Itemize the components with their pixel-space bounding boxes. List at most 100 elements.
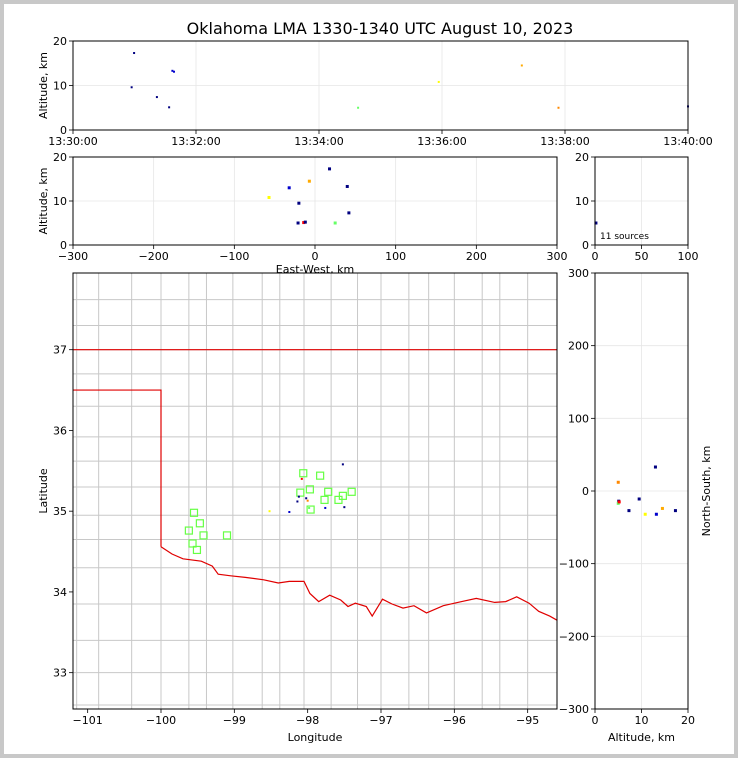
plan-view-xtick-label: −96 [443, 714, 466, 727]
lma-station-marker [188, 539, 197, 548]
north-south-ytick-label: 300 [568, 267, 589, 280]
east-west-xtick-label: 100 [385, 250, 406, 263]
north-south-ytick-label: −300 [559, 703, 589, 716]
plan-view-panel-frame [72, 272, 558, 710]
histogram-panel-frame [594, 156, 689, 246]
plan-view-source [306, 499, 309, 502]
time-height-source [557, 106, 560, 109]
north-south-xtick-label: 20 [681, 714, 695, 727]
east-west-xtick-label: −300 [58, 250, 88, 263]
histogram-ytick-label: 10 [575, 195, 589, 208]
time-height-xtick-label: 13:38:00 [540, 135, 589, 148]
state-border-panhandle [73, 389, 162, 547]
north-south-ytick-label: −100 [559, 558, 589, 571]
plan-view-ytick-label: 35 [53, 505, 67, 518]
north-south-xlabel: Altitude, km [608, 731, 675, 744]
histogram-ytick-label: 20 [575, 151, 589, 164]
east-west-source [328, 167, 332, 171]
histogram-xtick-label: 0 [592, 250, 599, 263]
north-south-ylabel: North-South, km [700, 446, 713, 537]
east-west-xtick-label: 0 [312, 250, 319, 263]
east-west-source [297, 201, 301, 205]
time-height-source [357, 106, 360, 109]
plan-view-source [343, 506, 346, 509]
time-height-xtick-label: 13:36:00 [417, 135, 466, 148]
lma-station-marker [347, 487, 356, 496]
east-west-source [345, 184, 349, 188]
north-south-source [654, 512, 658, 516]
north-south-ytick-label: 200 [568, 340, 589, 353]
figure-frame: Oklahoma LMA 1330-1340 UTC August 10, 20… [4, 4, 734, 754]
plan-view-source [288, 510, 291, 513]
north-south-source [617, 500, 621, 504]
time-height-source [173, 70, 176, 73]
time-height-xtick-label: 13:34:00 [294, 135, 343, 148]
histogram-xtick-label: 100 [678, 250, 699, 263]
plan-view-ytick-label: 34 [53, 586, 67, 599]
plan-view-ylabel: Latitude [37, 468, 50, 514]
time-height-ytick-label: 0 [60, 124, 67, 137]
plan-view-xtick-label: −100 [146, 714, 176, 727]
time-height-source [133, 52, 136, 55]
north-south-ytick-label: −200 [559, 630, 589, 643]
plan-view-ytick-label: 36 [53, 424, 67, 437]
figure-title: Oklahoma LMA 1330-1340 UTC August 10, 20… [187, 19, 574, 38]
time-height-ytick-label: 20 [53, 35, 67, 48]
plan-view-source [268, 510, 271, 513]
time-height-panel-frame [72, 40, 689, 131]
time-height-xtick-label: 13:30:00 [48, 135, 97, 148]
east-west-source [296, 221, 300, 225]
north-south-ytick-label: 100 [568, 412, 589, 425]
plan-view-xtick-label: −99 [223, 714, 246, 727]
east-west-xtick-label: −200 [139, 250, 169, 263]
time-height-xtick-label: 13:32:00 [171, 135, 220, 148]
lma-station-marker [338, 491, 347, 500]
north-south-source [637, 497, 641, 501]
east-west-xtick-label: −100 [219, 250, 249, 263]
time-height-ylabel: Altitude, km [37, 52, 50, 119]
lma-station-marker [305, 485, 314, 494]
plan-view-source [296, 500, 299, 503]
east-west-xtick-label: 200 [466, 250, 487, 263]
plan-view-xlabel: Longitude [288, 731, 343, 744]
lma-station-marker [195, 519, 204, 528]
histogram-xtick-label: 50 [635, 250, 649, 263]
time-height-source [130, 86, 133, 89]
lma-station-marker [306, 505, 315, 514]
east-west-xtick-label: 300 [547, 250, 568, 263]
north-south-xtick-label: 0 [592, 714, 599, 727]
north-south-ytick-label: 0 [582, 485, 589, 498]
lma-figure: Oklahoma LMA 1330-1340 UTC August 10, 20… [37, 19, 713, 744]
time-height-source [168, 106, 171, 109]
lma-station-marker [222, 531, 232, 540]
time-height-xtick-label: 13:40:00 [663, 135, 712, 148]
north-south-source [660, 506, 664, 510]
north-south-source [627, 509, 631, 513]
lma-station-marker [184, 526, 193, 535]
source-count-annotation: 11 sources [600, 232, 649, 242]
plan-view-source [341, 463, 344, 466]
plan-view-ytick-label: 33 [53, 667, 67, 680]
east-west-ytick-label: 0 [60, 239, 67, 252]
east-west-source [333, 221, 337, 225]
east-west-source [307, 179, 311, 183]
lma-station-marker [189, 508, 199, 517]
plan-view-xtick-label: −101 [73, 714, 103, 727]
time-height-source [437, 80, 440, 83]
east-west-ylabel: Altitude, km [37, 167, 50, 234]
time-height-source [520, 64, 523, 67]
plan-view-panel-background [73, 273, 557, 709]
time-height-source [171, 69, 174, 72]
lma-station-marker [296, 488, 305, 497]
time-height-ytick-label: 10 [53, 80, 67, 93]
plan-view-source [308, 506, 311, 509]
east-west-ytick-label: 10 [53, 195, 67, 208]
north-south-panel-frame [594, 272, 689, 710]
histogram-ytick-label: 0 [582, 239, 589, 252]
state-border-red-river [160, 546, 558, 621]
lma-station-marker [320, 495, 329, 504]
north-south-source [653, 465, 657, 469]
east-west-source [347, 211, 351, 215]
north-south-xtick-label: 10 [635, 714, 649, 727]
east-west-source [303, 220, 307, 224]
